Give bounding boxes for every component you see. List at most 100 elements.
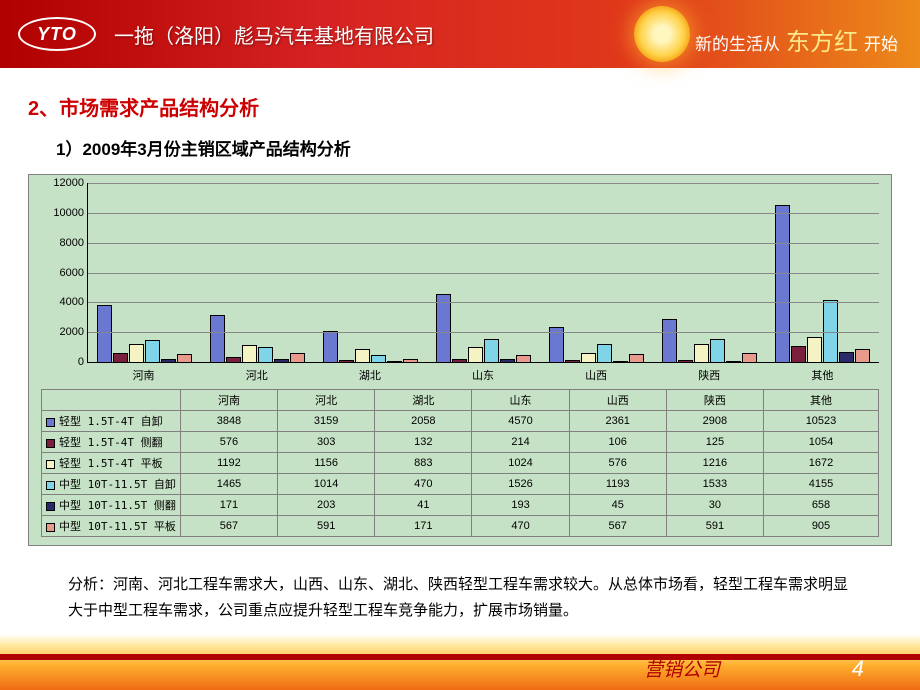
table-cell: 4155 bbox=[763, 474, 878, 495]
chart-bar bbox=[791, 346, 806, 362]
chart-bar bbox=[629, 354, 644, 362]
y-tick-label: 2000 bbox=[44, 326, 88, 338]
chart-bar bbox=[387, 361, 402, 362]
chart-bar bbox=[371, 355, 386, 362]
legend-swatch bbox=[46, 460, 55, 469]
table-cell: 1533 bbox=[666, 474, 763, 495]
slogan-prefix: 新的生活从 bbox=[695, 30, 780, 55]
chart-plot-area: 020004000600080001000012000 bbox=[87, 183, 879, 363]
table-cell: 4570 bbox=[472, 411, 569, 432]
chart-bar bbox=[839, 352, 854, 362]
table-row: 中型 10T-11.5T 自卸1465101447015261193153341… bbox=[42, 474, 879, 495]
table-cell: 125 bbox=[666, 432, 763, 453]
chart-bar bbox=[742, 353, 757, 362]
slogan-brand: 东方红 bbox=[786, 22, 858, 57]
chart-bar bbox=[484, 339, 499, 362]
chart-category-labels: 河南河北湖北山东山西陕西其他 bbox=[87, 363, 879, 387]
table-cell: 3159 bbox=[278, 411, 375, 432]
chart-bar bbox=[694, 344, 709, 362]
chart-bar bbox=[581, 353, 596, 362]
series-name: 中型 10T-11.5T 侧翻 bbox=[59, 499, 176, 512]
legend-swatch bbox=[46, 481, 55, 490]
table-header-cell: 湖北 bbox=[375, 390, 472, 411]
brand-logo: YTO bbox=[18, 17, 96, 51]
chart-bar bbox=[807, 337, 822, 362]
slogan-suffix: 开始 bbox=[864, 30, 898, 55]
table-cell: 470 bbox=[472, 516, 569, 537]
chart-bar bbox=[662, 319, 677, 362]
y-tick-label: 4000 bbox=[44, 296, 88, 308]
category-label: 山东 bbox=[426, 363, 539, 387]
chart-bar bbox=[339, 360, 354, 362]
chart-bar bbox=[516, 355, 531, 362]
table-cell: 1216 bbox=[666, 453, 763, 474]
table-cell: 1024 bbox=[472, 453, 569, 474]
table-header-cell: 其他 bbox=[763, 390, 878, 411]
section-heading: 2、市场需求产品结构分析 bbox=[28, 92, 892, 121]
chart-bar bbox=[113, 353, 128, 362]
series-name: 轻型 1.5T-4T 自卸 bbox=[59, 415, 163, 428]
table-cell: 2908 bbox=[666, 411, 763, 432]
category-label: 其他 bbox=[766, 363, 879, 387]
table-cell: 2058 bbox=[375, 411, 472, 432]
chart-bar bbox=[678, 360, 693, 362]
y-tick-label: 6000 bbox=[44, 267, 88, 279]
chart-bar bbox=[226, 357, 241, 362]
y-tick-label: 0 bbox=[44, 356, 88, 368]
table-cell: 3848 bbox=[180, 411, 277, 432]
slogan: 新的生活从 东方红 开始 bbox=[695, 22, 898, 57]
series-name: 轻型 1.5T-4T 侧翻 bbox=[59, 436, 163, 449]
page-number: 4 bbox=[852, 656, 864, 682]
content-area: 2、市场需求产品结构分析 1）2009年3月份主销区域产品结构分析 020004… bbox=[0, 68, 920, 623]
chart-bar bbox=[597, 344, 612, 362]
table-cell: 883 bbox=[375, 453, 472, 474]
chart-bar bbox=[452, 359, 467, 362]
table-row: 轻型 1.5T-4T 自卸384831592058457023612908105… bbox=[42, 411, 879, 432]
chart-container: 020004000600080001000012000 河南河北湖北山东山西陕西… bbox=[28, 174, 892, 546]
table-cell: 1672 bbox=[763, 453, 878, 474]
table-cell: 591 bbox=[278, 516, 375, 537]
chart-bar bbox=[290, 353, 305, 362]
chart-bar bbox=[565, 360, 580, 362]
chart-bar bbox=[274, 359, 289, 362]
chart-bar bbox=[500, 359, 515, 362]
chart-bar bbox=[355, 349, 370, 362]
table-header-cell: 河南 bbox=[180, 390, 277, 411]
category-label: 陕西 bbox=[653, 363, 766, 387]
chart-bar bbox=[129, 344, 144, 362]
table-cell: 106 bbox=[569, 432, 666, 453]
category-label: 山西 bbox=[540, 363, 653, 387]
category-label: 湖北 bbox=[313, 363, 426, 387]
table-cell: 658 bbox=[763, 495, 878, 516]
table-cell: 10523 bbox=[763, 411, 878, 432]
chart-bar bbox=[775, 205, 790, 362]
table-cell: 171 bbox=[180, 495, 277, 516]
table-cell: 171 bbox=[375, 516, 472, 537]
table-cell: 1156 bbox=[278, 453, 375, 474]
table-cell: 41 bbox=[375, 495, 472, 516]
table-cell: 591 bbox=[666, 516, 763, 537]
chart-bar bbox=[710, 339, 725, 362]
chart-bar bbox=[258, 347, 273, 362]
chart-bar bbox=[145, 340, 160, 362]
footer-gradient bbox=[0, 634, 920, 690]
chart-bar bbox=[855, 349, 870, 362]
table-row: 中型 10T-11.5T 侧翻171203411934530658 bbox=[42, 495, 879, 516]
analysis-text: 分析：河南、河北工程车需求大，山西、山东、湖北、陕西轻型工程车需求较大。从总体市… bbox=[68, 572, 852, 623]
chart-bar bbox=[177, 354, 192, 362]
category-label: 河北 bbox=[200, 363, 313, 387]
table-cell: 30 bbox=[666, 495, 763, 516]
subsection-heading: 1）2009年3月份主销区域产品结构分析 bbox=[56, 135, 892, 160]
legend-swatch bbox=[46, 439, 55, 448]
table-header-cell: 陕西 bbox=[666, 390, 763, 411]
table-cell: 214 bbox=[472, 432, 569, 453]
sun-graphic bbox=[634, 6, 690, 62]
chart-bar bbox=[613, 361, 628, 362]
table-row: 轻型 1.5T-4T 平板11921156883102457612161672 bbox=[42, 453, 879, 474]
table-header-cell: 河北 bbox=[278, 390, 375, 411]
chart-data-table: 河南河北湖北山东山西陕西其他轻型 1.5T-4T 自卸3848315920584… bbox=[41, 389, 879, 537]
table-cell: 1193 bbox=[569, 474, 666, 495]
table-cell: 905 bbox=[763, 516, 878, 537]
table-cell: 1465 bbox=[180, 474, 277, 495]
table-cell: 193 bbox=[472, 495, 569, 516]
